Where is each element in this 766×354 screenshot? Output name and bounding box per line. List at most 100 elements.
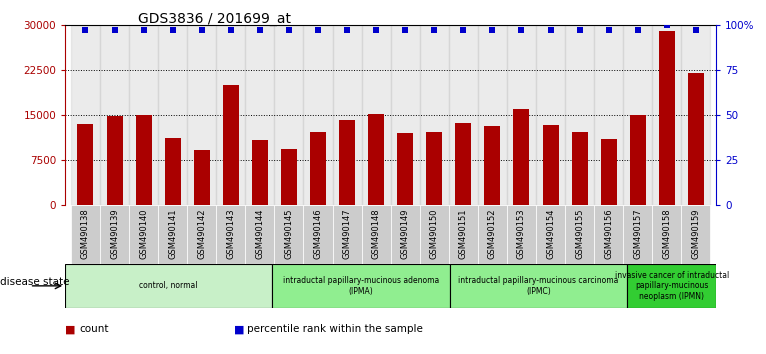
Bar	[630, 115, 646, 205]
Point	[195, 27, 208, 33]
Bar	[681, 25, 710, 205]
Bar	[158, 25, 187, 205]
Point	[341, 27, 353, 33]
Text: GSM490158: GSM490158	[663, 208, 671, 259]
Text: GSM490159: GSM490159	[692, 208, 700, 259]
Bar	[478, 205, 507, 264]
Bar	[391, 205, 420, 264]
Text: GSM490146: GSM490146	[313, 208, 322, 259]
Point	[457, 27, 470, 33]
Bar	[274, 205, 303, 264]
Bar	[303, 25, 332, 205]
Text: ■: ■	[234, 324, 244, 334]
Bar	[245, 205, 274, 264]
Point	[109, 27, 121, 33]
Bar	[303, 205, 332, 264]
Bar	[332, 205, 362, 264]
Text: GSM490154: GSM490154	[546, 208, 555, 259]
Point	[224, 27, 237, 33]
Bar	[565, 205, 594, 264]
Point	[486, 27, 499, 33]
Bar	[565, 25, 594, 205]
Point	[632, 27, 644, 33]
Bar	[653, 205, 681, 264]
Point	[312, 27, 324, 33]
Bar	[158, 205, 187, 264]
Bar	[216, 25, 245, 205]
Point	[254, 27, 266, 33]
Bar	[536, 25, 565, 205]
Bar	[594, 205, 624, 264]
Bar	[187, 205, 216, 264]
Bar	[216, 205, 245, 264]
Bar	[681, 205, 710, 264]
Bar	[281, 149, 297, 205]
Bar	[450, 264, 627, 308]
Bar	[332, 25, 362, 205]
Bar	[165, 138, 181, 205]
Text: disease state: disease state	[0, 277, 70, 287]
Point	[370, 27, 382, 33]
Text: GSM490155: GSM490155	[575, 208, 584, 259]
Point	[603, 27, 615, 33]
Bar	[398, 133, 413, 205]
Text: GSM490157: GSM490157	[633, 208, 642, 259]
Point	[516, 27, 528, 33]
Bar	[223, 85, 239, 205]
Text: GSM490149: GSM490149	[401, 208, 410, 259]
Point	[283, 27, 295, 33]
Bar	[129, 205, 158, 264]
Bar	[688, 73, 704, 205]
Bar	[71, 205, 100, 264]
Text: intraductal papillary-mucinous carcinoma
(IPMC): intraductal papillary-mucinous carcinoma…	[458, 276, 619, 296]
Point	[660, 22, 673, 28]
Bar	[653, 25, 681, 205]
Bar	[106, 116, 123, 205]
Bar	[449, 205, 478, 264]
Bar	[274, 25, 303, 205]
Point	[80, 27, 92, 33]
Bar	[507, 25, 536, 205]
Bar	[272, 264, 450, 308]
Bar	[507, 205, 536, 264]
Bar	[426, 132, 442, 205]
Bar	[484, 126, 500, 205]
Bar	[455, 124, 471, 205]
Text: GSM490148: GSM490148	[372, 208, 381, 259]
Text: GSM490150: GSM490150	[430, 208, 439, 259]
Bar	[65, 264, 272, 308]
Text: intraductal papillary-mucinous adenoma
(IPMA): intraductal papillary-mucinous adenoma (…	[283, 276, 439, 296]
Bar	[339, 120, 355, 205]
Bar	[542, 125, 558, 205]
Point	[137, 27, 149, 33]
Bar	[368, 114, 384, 205]
Text: GSM490143: GSM490143	[226, 208, 235, 259]
Point	[399, 27, 411, 33]
Bar	[100, 205, 129, 264]
Bar	[362, 25, 391, 205]
Bar	[420, 25, 449, 205]
Bar	[100, 25, 129, 205]
Text: GSM490156: GSM490156	[604, 208, 613, 259]
Text: GSM490152: GSM490152	[488, 208, 497, 259]
Bar	[624, 25, 653, 205]
Text: GSM490139: GSM490139	[110, 208, 119, 259]
Bar	[601, 139, 617, 205]
Bar	[362, 205, 391, 264]
Bar	[71, 25, 100, 205]
Point	[428, 27, 440, 33]
Text: ■: ■	[65, 324, 76, 334]
Bar	[478, 25, 507, 205]
Text: percentile rank within the sample: percentile rank within the sample	[247, 324, 424, 334]
Bar	[136, 115, 152, 205]
Text: GSM490138: GSM490138	[81, 208, 90, 259]
Bar	[310, 132, 326, 205]
Point	[689, 27, 702, 33]
Text: GSM490140: GSM490140	[139, 208, 148, 259]
Text: GSM490144: GSM490144	[255, 208, 264, 259]
Text: count: count	[79, 324, 109, 334]
Bar	[129, 25, 158, 205]
Bar	[536, 205, 565, 264]
Bar	[252, 140, 268, 205]
Text: GSM490153: GSM490153	[517, 208, 526, 259]
